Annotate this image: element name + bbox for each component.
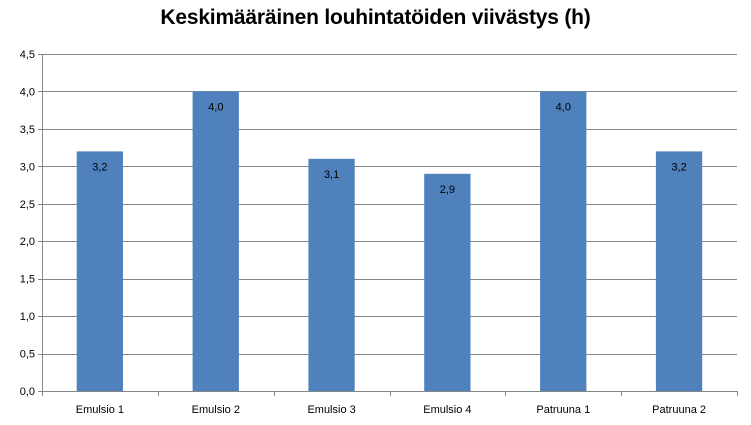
y-tick-label: 1,0 [20,311,35,323]
x-tick-label: Patruuna 1 [536,404,590,416]
data-labels: 3,2 4,0 3,1 2,9 4,0 3,2 [92,101,686,195]
y-tick-label: 0,0 [20,386,35,398]
y-tick-label: 1,5 [20,274,35,286]
bar [192,91,239,392]
data-label: 4,0 [556,101,571,113]
y-tick-label: 0,5 [20,349,35,361]
y-tick-label: 2,0 [20,236,35,248]
bar [655,151,703,391]
y-tick-labels: 0,0 0,5 1,0 1,5 2,0 2,5 3,0 3,5 4,0 4,5 [20,49,35,398]
y-tick-label: 2,5 [20,199,35,211]
bars [76,91,703,392]
x-tick-label: Emulsio 4 [423,404,471,416]
chart-title: Keskimääräinen louhintatöiden viivästys … [160,6,591,29]
y-tick-label: 4,5 [20,49,35,61]
y-tick-label: 4,0 [20,86,35,98]
axes [38,54,738,396]
y-tick-label: 3,5 [20,124,35,136]
data-label: 2,9 [440,184,455,196]
data-label: 3,2 [671,161,686,173]
x-tick-label: Patruuna 2 [652,404,706,416]
x-tick-label: Emulsio 3 [307,404,355,416]
bar [76,151,123,391]
x-tick-labels: Emulsio 1 Emulsio 2 Emulsio 3 Emulsio 4 Patr… [76,404,706,416]
bar [540,91,587,392]
bar [308,158,355,391]
data-label: 3,2 [92,161,107,173]
y-tick-label: 3,0 [20,161,35,173]
data-label: 4,0 [208,101,223,113]
gridlines [42,54,737,355]
x-tick-label: Emulsio 1 [76,404,124,416]
x-tick-label: Emulsio 2 [192,404,240,416]
data-label: 3,1 [324,169,339,181]
bar [424,173,471,391]
